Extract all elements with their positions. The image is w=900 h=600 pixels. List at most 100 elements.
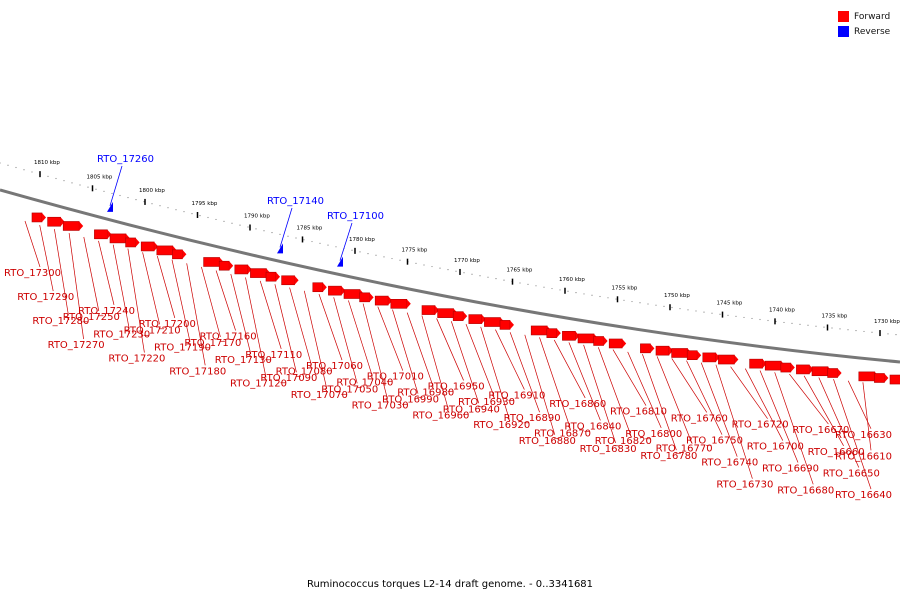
forward-gene-label[interactable]: RTO_16950 (428, 381, 485, 392)
forward-gene-block[interactable] (718, 354, 735, 365)
forward-gene-label[interactable]: RTO_16740 (701, 458, 758, 469)
forward-gene-label[interactable]: RTO_16840 (564, 421, 621, 432)
forward-gene-label[interactable]: RTO_17080 (276, 367, 333, 378)
forward-gene-block[interactable] (468, 314, 483, 324)
forward-gene-block[interactable] (62, 221, 80, 231)
forward-gene-block[interactable] (390, 299, 408, 309)
forward-gene-label[interactable]: RTO_16910 (488, 391, 545, 402)
forward-gene-block[interactable] (265, 271, 277, 282)
forward-gene-block[interactable] (593, 336, 604, 346)
forward-gene-label[interactable]: RTO_17030 (352, 401, 409, 412)
forward-gene-label[interactable]: RTO_17190 (154, 343, 211, 354)
forward-gene-label[interactable]: RTO_16760 (671, 413, 728, 424)
forward-gene-block[interactable] (702, 352, 717, 363)
forward-gene-block[interactable] (671, 348, 688, 358)
forward-gene-block[interactable] (250, 268, 267, 278)
forward-gene-label[interactable]: RTO_16820 (595, 436, 652, 447)
forward-gene-block[interactable] (499, 320, 511, 330)
forward-gene-label[interactable]: RTO_16640 (835, 490, 892, 501)
reverse-gene-block[interactable] (107, 201, 113, 212)
reverse-gene-label[interactable]: RTO_17100 (327, 211, 384, 222)
forward-gene-label[interactable]: RTO_17250 (63, 312, 120, 323)
reverse-gene-block[interactable] (277, 243, 283, 254)
forward-gene-label[interactable]: RTO_16650 (823, 469, 880, 480)
forward-gene-label[interactable]: RTO_16880 (519, 436, 576, 447)
forward-gene-block[interactable] (203, 257, 220, 267)
forward-gene-block[interactable] (156, 245, 174, 256)
forward-gene-label[interactable]: RTO_16980 (397, 388, 454, 399)
forward-gene-label[interactable]: RTO_16680 (777, 485, 834, 496)
forward-gene-label[interactable]: RTO_17230 (93, 330, 150, 341)
forward-gene-label[interactable]: RTO_17270 (48, 340, 105, 351)
forward-gene-label[interactable]: RTO_17090 (260, 373, 317, 384)
forward-gene-block[interactable] (827, 368, 838, 378)
reverse-gene-label[interactable]: RTO_17140 (267, 196, 324, 207)
forward-gene-label[interactable]: RTO_16660 (808, 447, 865, 458)
forward-gene-block[interactable] (780, 362, 792, 373)
forward-gene-block[interactable] (47, 216, 61, 227)
forward-gene-label[interactable]: RTO_17300 (4, 268, 61, 279)
forward-gene-block[interactable] (421, 305, 436, 315)
forward-gene-label[interactable]: RTO_17220 (108, 354, 165, 365)
forward-gene-label[interactable]: RTO_16940 (443, 404, 500, 415)
forward-gene-block[interactable] (764, 360, 782, 371)
forward-gene-label[interactable]: RTO_16730 (716, 480, 773, 491)
forward-gene-block[interactable] (484, 317, 501, 327)
forward-gene-block[interactable] (655, 345, 670, 356)
forward-gene-block[interactable] (172, 249, 183, 260)
forward-gene-label[interactable]: RTO_17170 (184, 338, 241, 349)
forward-gene-label[interactable]: RTO_17010 (367, 372, 424, 383)
forward-gene-block[interactable] (811, 366, 829, 377)
forward-gene-label[interactable]: RTO_16930 (458, 397, 515, 408)
forward-gene-label[interactable]: RTO_17180 (169, 366, 226, 377)
forward-gene-label[interactable]: RTO_17280 (32, 316, 89, 327)
forward-gene-block[interactable] (562, 331, 576, 341)
forward-gene-label[interactable]: RTO_16990 (382, 395, 439, 406)
forward-gene-block[interactable] (218, 260, 230, 271)
forward-gene-label[interactable]: RTO_16670 (792, 425, 849, 436)
forward-gene-label[interactable]: RTO_16700 (747, 442, 804, 453)
forward-gene-label[interactable]: RTO_16610 (835, 451, 892, 462)
forward-gene-block[interactable] (31, 212, 43, 223)
forward-gene-label[interactable]: RTO_16750 (686, 436, 743, 447)
forward-gene-label[interactable]: RTO_16830 (580, 444, 637, 455)
forward-gene-block[interactable] (281, 275, 295, 286)
forward-gene-label[interactable]: RTO_17290 (17, 292, 74, 303)
forward-gene-label[interactable]: RTO_17210 (124, 325, 181, 336)
forward-gene-label[interactable]: RTO_17060 (306, 361, 363, 372)
forward-gene-block[interactable] (374, 295, 389, 306)
forward-gene-block[interactable] (125, 237, 136, 248)
forward-gene-block[interactable] (686, 350, 698, 361)
forward-gene-block[interactable] (94, 229, 108, 240)
forward-gene-block[interactable] (889, 374, 900, 385)
forward-gene-block[interactable] (452, 311, 464, 321)
forward-gene-label[interactable]: RTO_17240 (78, 306, 135, 317)
forward-gene-label[interactable]: RTO_17200 (139, 319, 196, 330)
forward-gene-label[interactable]: RTO_16690 (762, 463, 819, 474)
forward-gene-block[interactable] (437, 308, 454, 318)
forward-gene-block[interactable] (577, 333, 595, 344)
forward-gene-block[interactable] (640, 343, 651, 354)
forward-gene-label[interactable]: RTO_16920 (473, 420, 530, 431)
forward-gene-block[interactable] (858, 371, 876, 382)
forward-gene-block[interactable] (140, 241, 155, 252)
forward-gene-block[interactable] (608, 338, 623, 349)
forward-gene-block[interactable] (359, 292, 370, 303)
forward-gene-block[interactable] (234, 264, 249, 275)
forward-gene-label[interactable]: RTO_16770 (656, 443, 713, 454)
forward-gene-label[interactable]: RTO_16890 (504, 413, 561, 424)
forward-gene-label[interactable]: RTO_16960 (412, 411, 469, 422)
forward-gene-block[interactable] (874, 373, 885, 383)
forward-gene-block[interactable] (312, 282, 324, 293)
reverse-gene-label[interactable]: RTO_17260 (97, 154, 154, 165)
forward-gene-block[interactable] (546, 328, 558, 338)
forward-gene-label[interactable]: RTO_16720 (732, 420, 789, 431)
forward-gene-label[interactable]: RTO_17110 (245, 350, 302, 361)
forward-gene-label[interactable]: RTO_16860 (549, 399, 606, 410)
forward-gene-label[interactable]: RTO_16780 (640, 451, 697, 462)
forward-gene-label[interactable]: RTO_16630 (835, 430, 892, 441)
forward-gene-label[interactable]: RTO_17040 (336, 377, 393, 388)
forward-gene-block[interactable] (530, 325, 548, 336)
reverse-gene-block[interactable] (337, 256, 343, 267)
forward-gene-block[interactable] (343, 289, 361, 299)
